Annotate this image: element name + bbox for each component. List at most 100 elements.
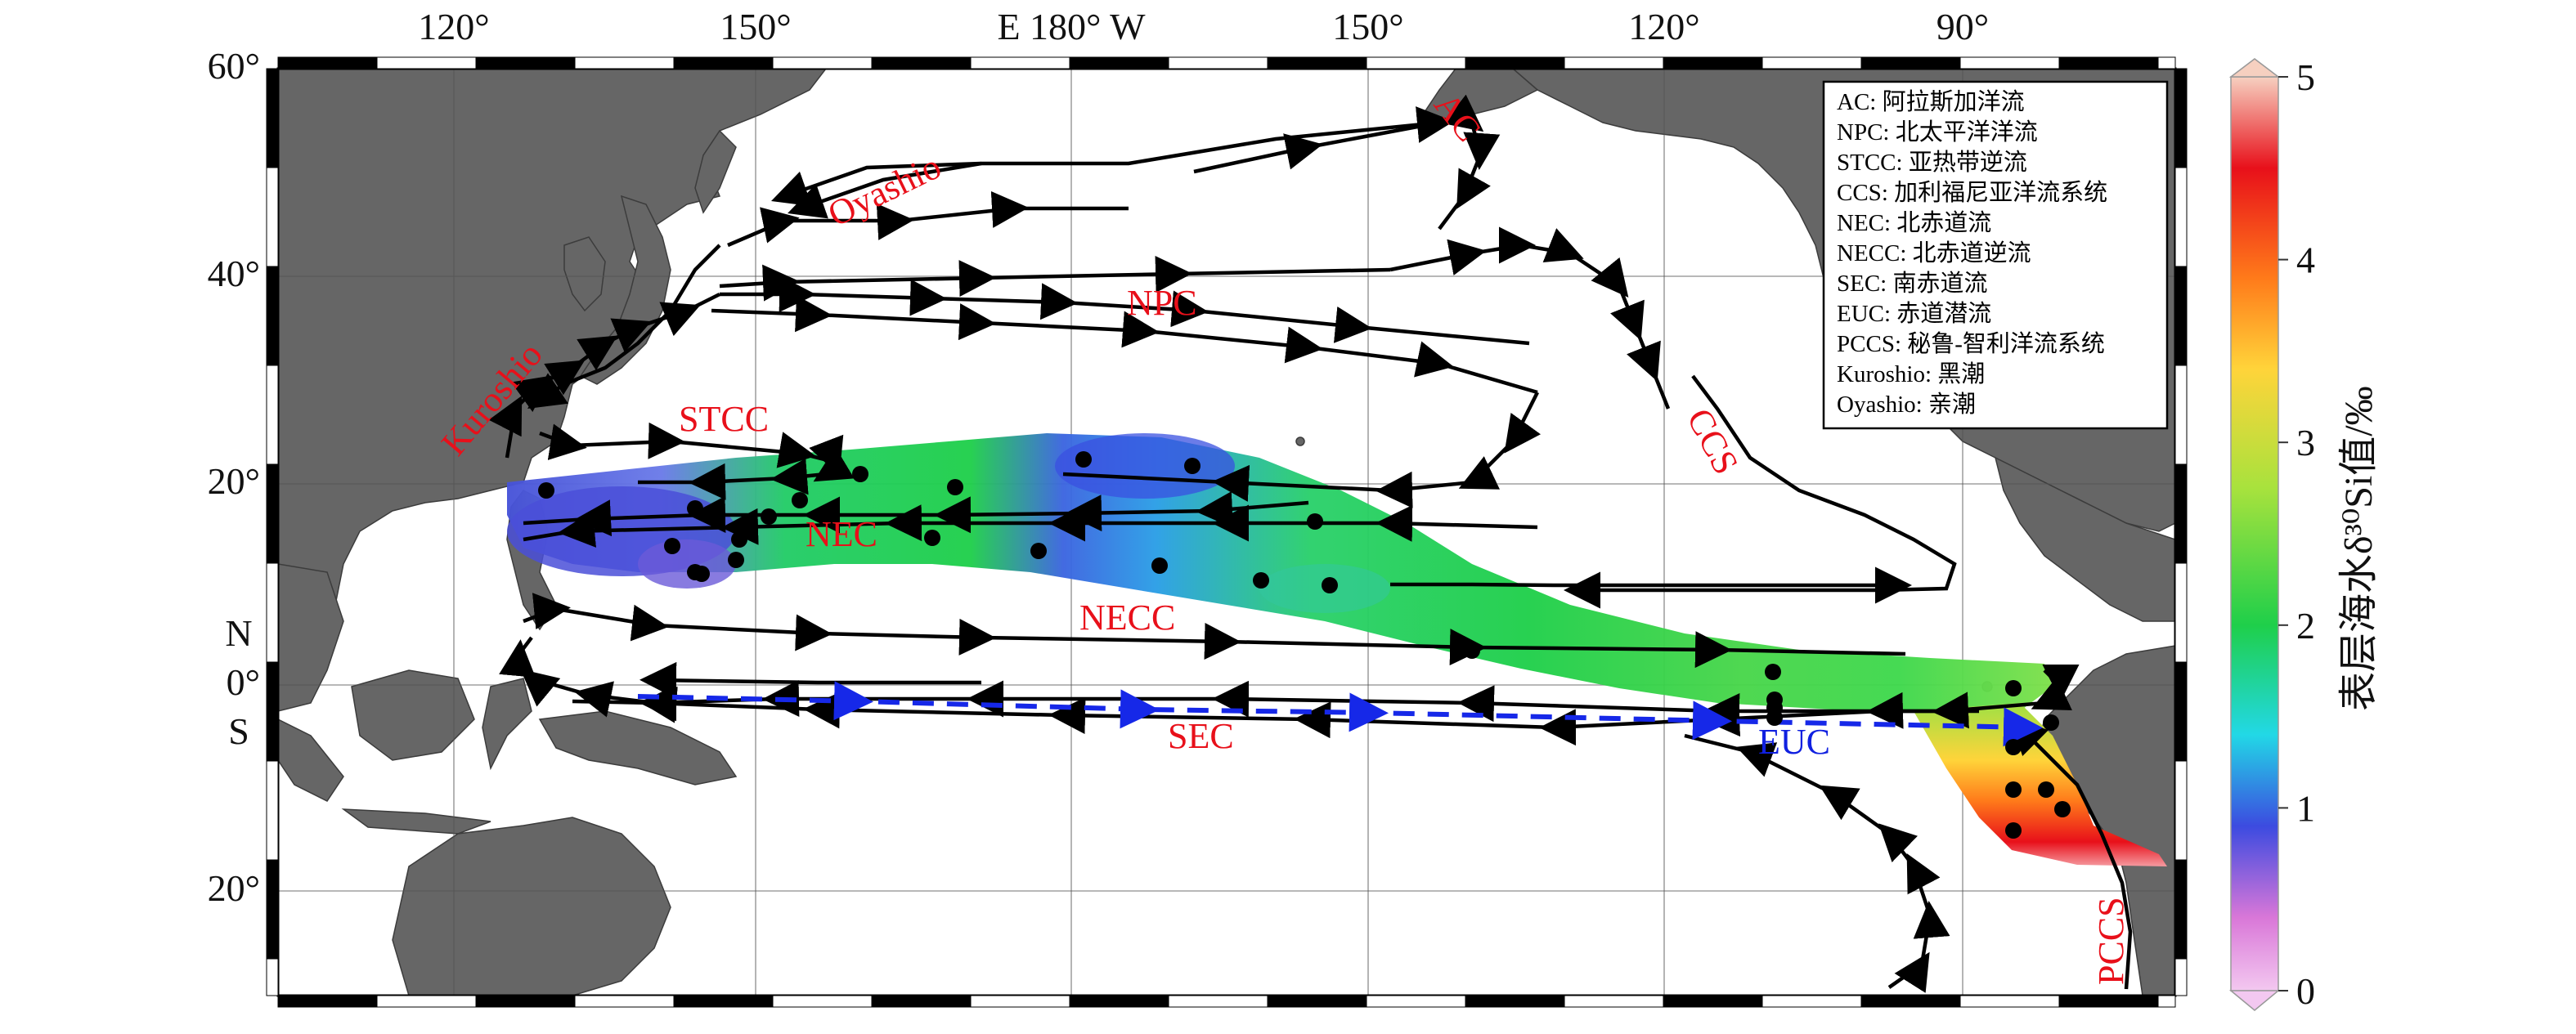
frame-segment <box>2174 562 2188 663</box>
label-pccs: PCCS <box>2091 897 2131 985</box>
station-marker <box>1030 543 1047 559</box>
current-return-loop <box>1062 391 1542 508</box>
frame-segment <box>673 56 774 69</box>
station-marker <box>1184 458 1200 474</box>
frame-segment <box>2174 958 2188 996</box>
lat-label: 60° <box>208 45 260 87</box>
legend-item: NPC: 北太平洋洋流 <box>1837 119 2038 145</box>
frame-segment <box>266 463 279 564</box>
legend-item: NECC: 北赤道逆流 <box>1837 239 2031 266</box>
frame-segment <box>266 68 279 168</box>
hemisphere-south: S <box>228 710 249 752</box>
legend-item: SEC: 南赤道流 <box>1837 270 1988 297</box>
station-marker <box>731 531 747 548</box>
frame-segment <box>1267 995 1367 1008</box>
lon-label: 120° <box>418 6 489 47</box>
station-marker <box>2038 781 2054 798</box>
frame-segment <box>266 859 279 960</box>
colorbar-bottom-cap <box>2228 990 2281 1011</box>
station-marker <box>2054 801 2071 817</box>
hemisphere-north: N <box>225 612 252 654</box>
station-marker <box>1307 513 1323 530</box>
station-marker <box>2005 822 2022 839</box>
current-ccs-east <box>1389 226 1671 410</box>
legend-item: PCCS: 秘鲁-智利洋流系统 <box>1837 330 2105 357</box>
colorbar-tick-label: 0 <box>2296 970 2315 1012</box>
land-kamchatka <box>694 129 737 214</box>
legend-item: NEC: 北赤道流 <box>1837 209 1991 236</box>
label-euc: EUC <box>1758 722 1830 762</box>
frame-segment <box>266 365 279 465</box>
frame-segment <box>2157 995 2176 1008</box>
frame-segment <box>1069 995 1169 1008</box>
frame-segment <box>2174 661 2188 762</box>
frame-segment <box>277 995 378 1008</box>
legend-item: AC: 阿拉斯加洋流 <box>1837 88 2025 115</box>
frame-segment <box>871 56 972 69</box>
colorbar-tick-label: 2 <box>2296 605 2315 647</box>
current-ac <box>1193 94 1501 231</box>
colorbar: 0 1 2 3 4 5 表层海水δ³⁰Si值/‰ <box>2228 56 2381 1012</box>
current-euc <box>637 681 2043 747</box>
legend-box <box>1822 80 2169 430</box>
colorbar-tick-label: 1 <box>2296 787 2315 829</box>
current-npc-1 <box>727 190 1129 248</box>
colorbar-fill <box>2230 76 2279 991</box>
frame-segment <box>1860 995 1961 1008</box>
frame-segment <box>376 995 477 1008</box>
frame-segment <box>871 995 972 1008</box>
land-borneo <box>351 669 475 761</box>
station-marker <box>664 538 680 554</box>
frame-segment <box>2174 365 2188 465</box>
land-central-america <box>1994 456 2175 622</box>
station-marker <box>2005 781 2022 798</box>
label-npc: NPC <box>1127 283 1197 323</box>
frame-segment <box>266 661 279 762</box>
station-marker <box>1766 709 1783 726</box>
lon-label: E 180° W <box>997 6 1146 47</box>
lat-label: 0° <box>227 661 260 703</box>
legend-item: Oyashio: 亲潮 <box>1837 391 1976 418</box>
lon-label: 120° <box>1628 6 1699 47</box>
frame-segment <box>475 995 576 1008</box>
frame-segment <box>2058 56 2159 69</box>
colorbar-tick-label: 3 <box>2296 422 2315 463</box>
colorbar-top-cap <box>2228 58 2281 78</box>
frame-segment <box>1959 995 2060 1008</box>
current-sp-gyre <box>1684 733 1950 993</box>
frame-segment <box>2174 167 2188 267</box>
current-npc-4 <box>711 295 1538 395</box>
land-hawaii <box>1295 436 1305 446</box>
sampling-stations <box>538 451 2071 839</box>
frame-segment <box>266 562 279 663</box>
current-oyashio-upper <box>771 120 1440 207</box>
lat-label: 20° <box>208 867 260 909</box>
frame-segment <box>266 266 279 366</box>
frame-segment <box>277 56 378 69</box>
label-stcc: STCC <box>679 399 769 439</box>
lon-label: 150° <box>720 6 791 47</box>
current-kuroshio-branch <box>527 244 721 409</box>
frame-segment <box>1168 56 1268 69</box>
frame-segment <box>1761 995 1862 1008</box>
longitude-labels: 120° 150° E 180° W 150° 120° 90° <box>418 6 1989 47</box>
lat-label: 40° <box>208 253 260 294</box>
station-marker <box>693 566 710 582</box>
frame-segment <box>970 56 1070 69</box>
station-marker <box>947 479 963 495</box>
station-marker <box>1151 557 1168 574</box>
frame-segment <box>1564 56 1664 69</box>
frame-segment <box>2174 760 2188 861</box>
station-marker <box>1253 572 1269 589</box>
station-marker <box>1075 451 1092 468</box>
frame-segment <box>574 56 675 69</box>
frame-segment <box>475 56 576 69</box>
frame-segment <box>1069 56 1169 69</box>
land-indochina <box>278 563 344 712</box>
frame-segment <box>266 760 279 861</box>
legend-item: CCS: 加利福尼亚洋流系统 <box>1837 179 2107 206</box>
frame-segment <box>1465 995 1565 1008</box>
current-pccs <box>2009 717 2133 990</box>
